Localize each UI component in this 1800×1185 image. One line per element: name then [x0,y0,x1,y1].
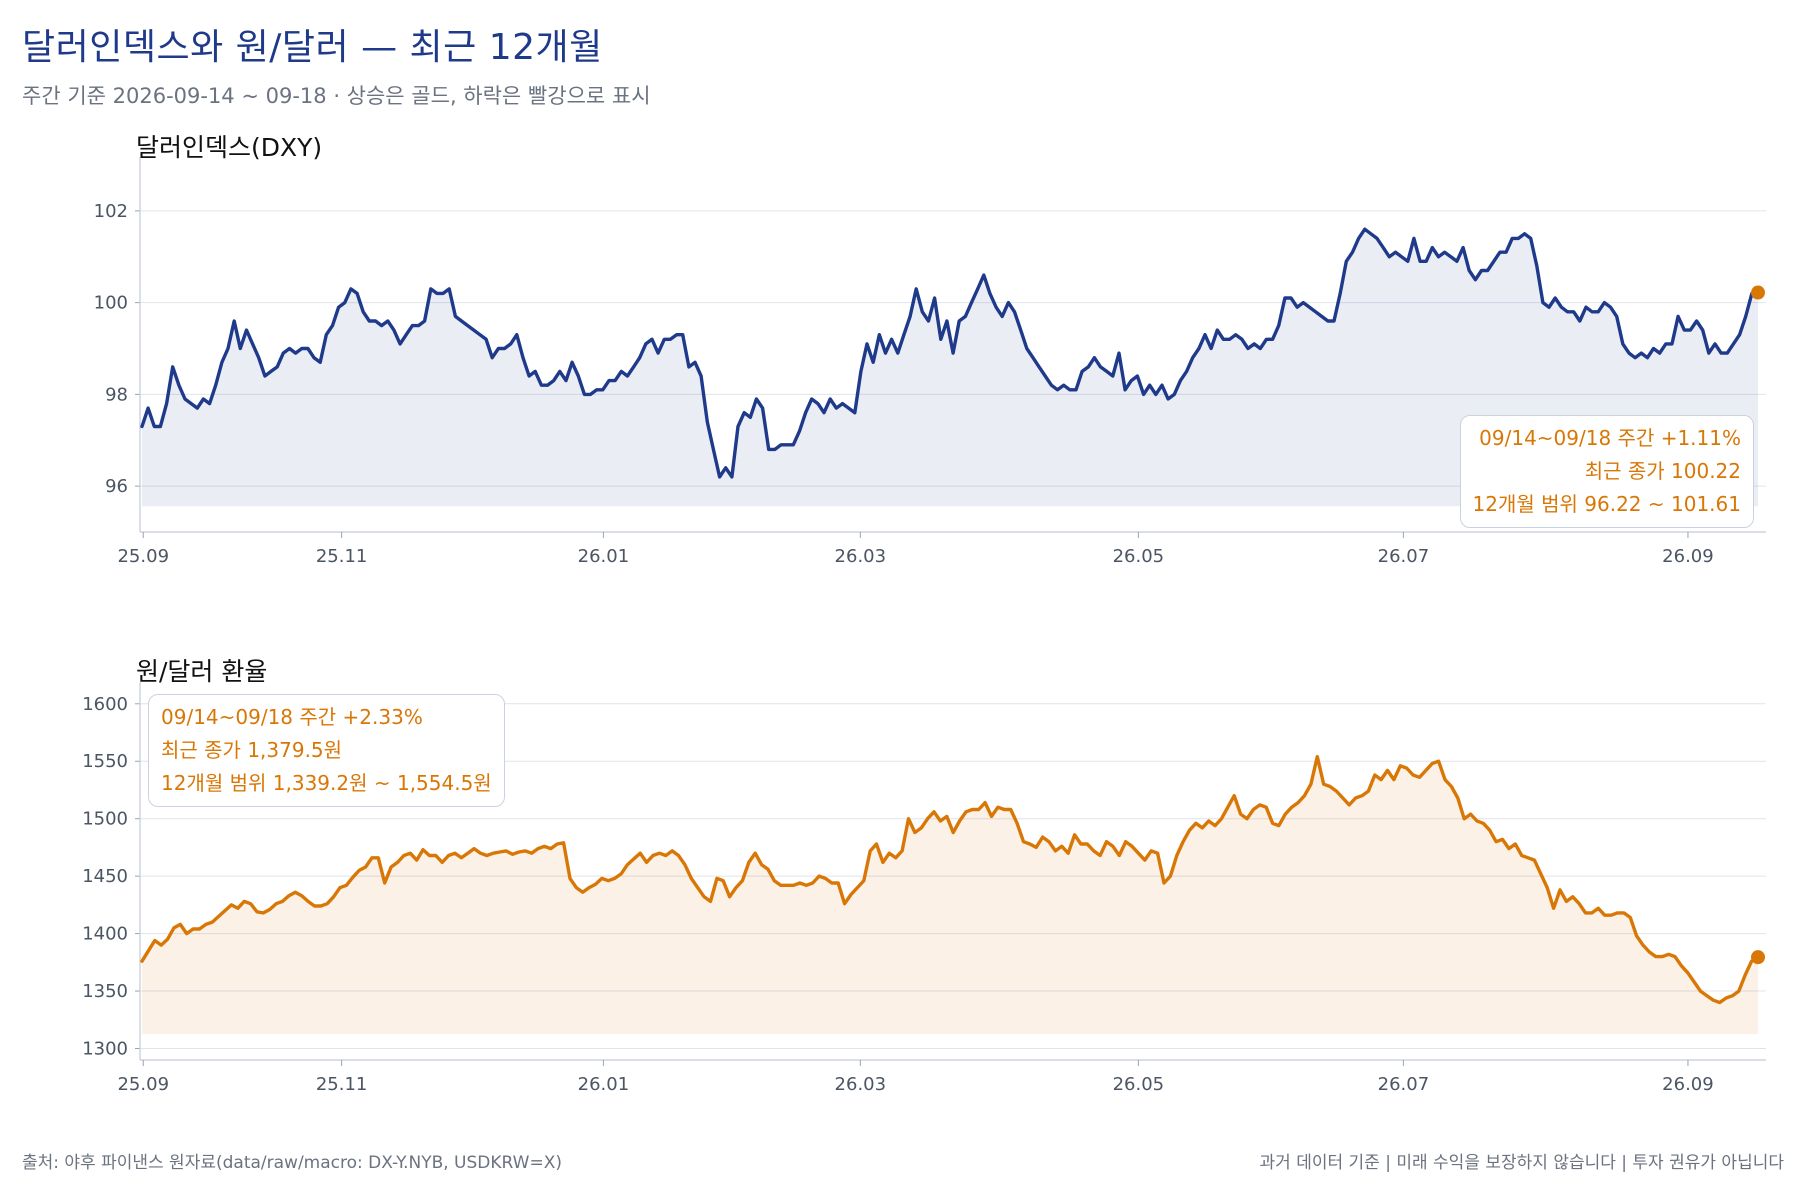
dxy-y-tick-label: 102 [94,201,128,222]
krw-annotation-range: 12개월 범위 1,339.2원 ~ 1,554.5원 [161,771,492,795]
dxy-series-line [140,227,1760,479]
source-note: 출처: 야후 파이낸스 원자료(data/raw/macro: DX-Y.NYB… [22,1153,562,1173]
krw-plot-area: 1300 1350 1400 1450 1500 1550 1600 25.09 25.11 26… [82,682,1766,1095]
krw-last-point-marker [1751,950,1765,965]
krw-y-tick-label: 1500 [82,809,128,830]
krw-x-tick-label: 26.09 [1662,1074,1714,1095]
page-subtitle: 주간 기준 2026-09-14 ~ 09-18 · 상승은 골드, 하락은 빨… [22,84,651,108]
krw-x-tick-label: 26.07 [1378,1074,1430,1095]
dxy-chart-title: 달러인덱스(DXY) [136,133,323,162]
dxy-x-tick-label: 26.01 [578,546,630,567]
dxy-x-tick-label: 25.09 [117,546,169,567]
krw-chart-title: 원/달러 환율 [136,657,268,686]
dxy-last-point-marker [1751,285,1765,300]
krw-y-tick-label: 1550 [82,751,128,772]
dxy-annotation-range: 12개월 범위 96.22 ~ 101.61 [1472,492,1741,516]
dxy-annotation-weekly: 09/14~09/18 주간 +1.11% [1479,426,1741,450]
dxy-x-tick-label: 26.07 [1378,546,1430,567]
krw-x-tick-label: 26.05 [1113,1074,1165,1095]
dxy-annotation-box: 09/14~09/18 주간 +1.11% 최근 종가 100.22 12개월 … [1459,415,1754,528]
dxy-annotation-close: 최근 종가 100.22 [1584,459,1741,483]
krw-y-tick-label: 1350 [82,981,128,1002]
dxy-x-tick-label: 26.03 [835,546,887,567]
dxy-x-tick-label: 26.09 [1662,546,1714,567]
krw-area-fill [142,756,1758,1035]
krw-x-tick-label: 26.01 [578,1074,630,1095]
krw-annotation-weekly: 09/14~09/18 주간 +2.33% [161,705,423,729]
dxy-y-tick-label: 98 [105,384,128,405]
dxy-plot-area: 96 98 100 102 25.09 25.11 26.01 26.03 26.05 26.07… [94,157,1766,567]
krw-y-tick-label: 1600 [82,694,128,715]
dxy-y-tick-label: 96 [105,476,128,497]
krw-x-tick-label: 26.03 [835,1074,887,1095]
dxy-x-tick-label: 25.11 [316,546,368,567]
page-title: 달러인덱스와 원/달러 — 최근 12개월 [22,27,603,68]
disclaimer-note: 과거 데이터 기준 | 미래 수익을 보장하지 않습니다 | 투자 권유가 아닙… [1259,1153,1784,1173]
krw-annotation-box: 09/14~09/18 주간 +2.33% 최근 종가 1,379.5원 12개… [148,694,505,807]
krw-y-tick-label: 1450 [82,866,128,887]
krw-y-tick-label: 1400 [82,924,128,945]
krw-series-line [140,754,1760,1005]
krw-y-tick-label: 1300 [82,1039,128,1060]
krw-annotation-close: 최근 종가 1,379.5원 [161,738,343,762]
krw-x-tick-label: 25.11 [316,1074,368,1095]
dxy-y-tick-label: 100 [94,293,128,314]
krw-x-tick-label: 25.09 [117,1074,169,1095]
dxy-area-fill [142,229,1758,507]
dxy-x-tick-label: 26.05 [1113,546,1165,567]
